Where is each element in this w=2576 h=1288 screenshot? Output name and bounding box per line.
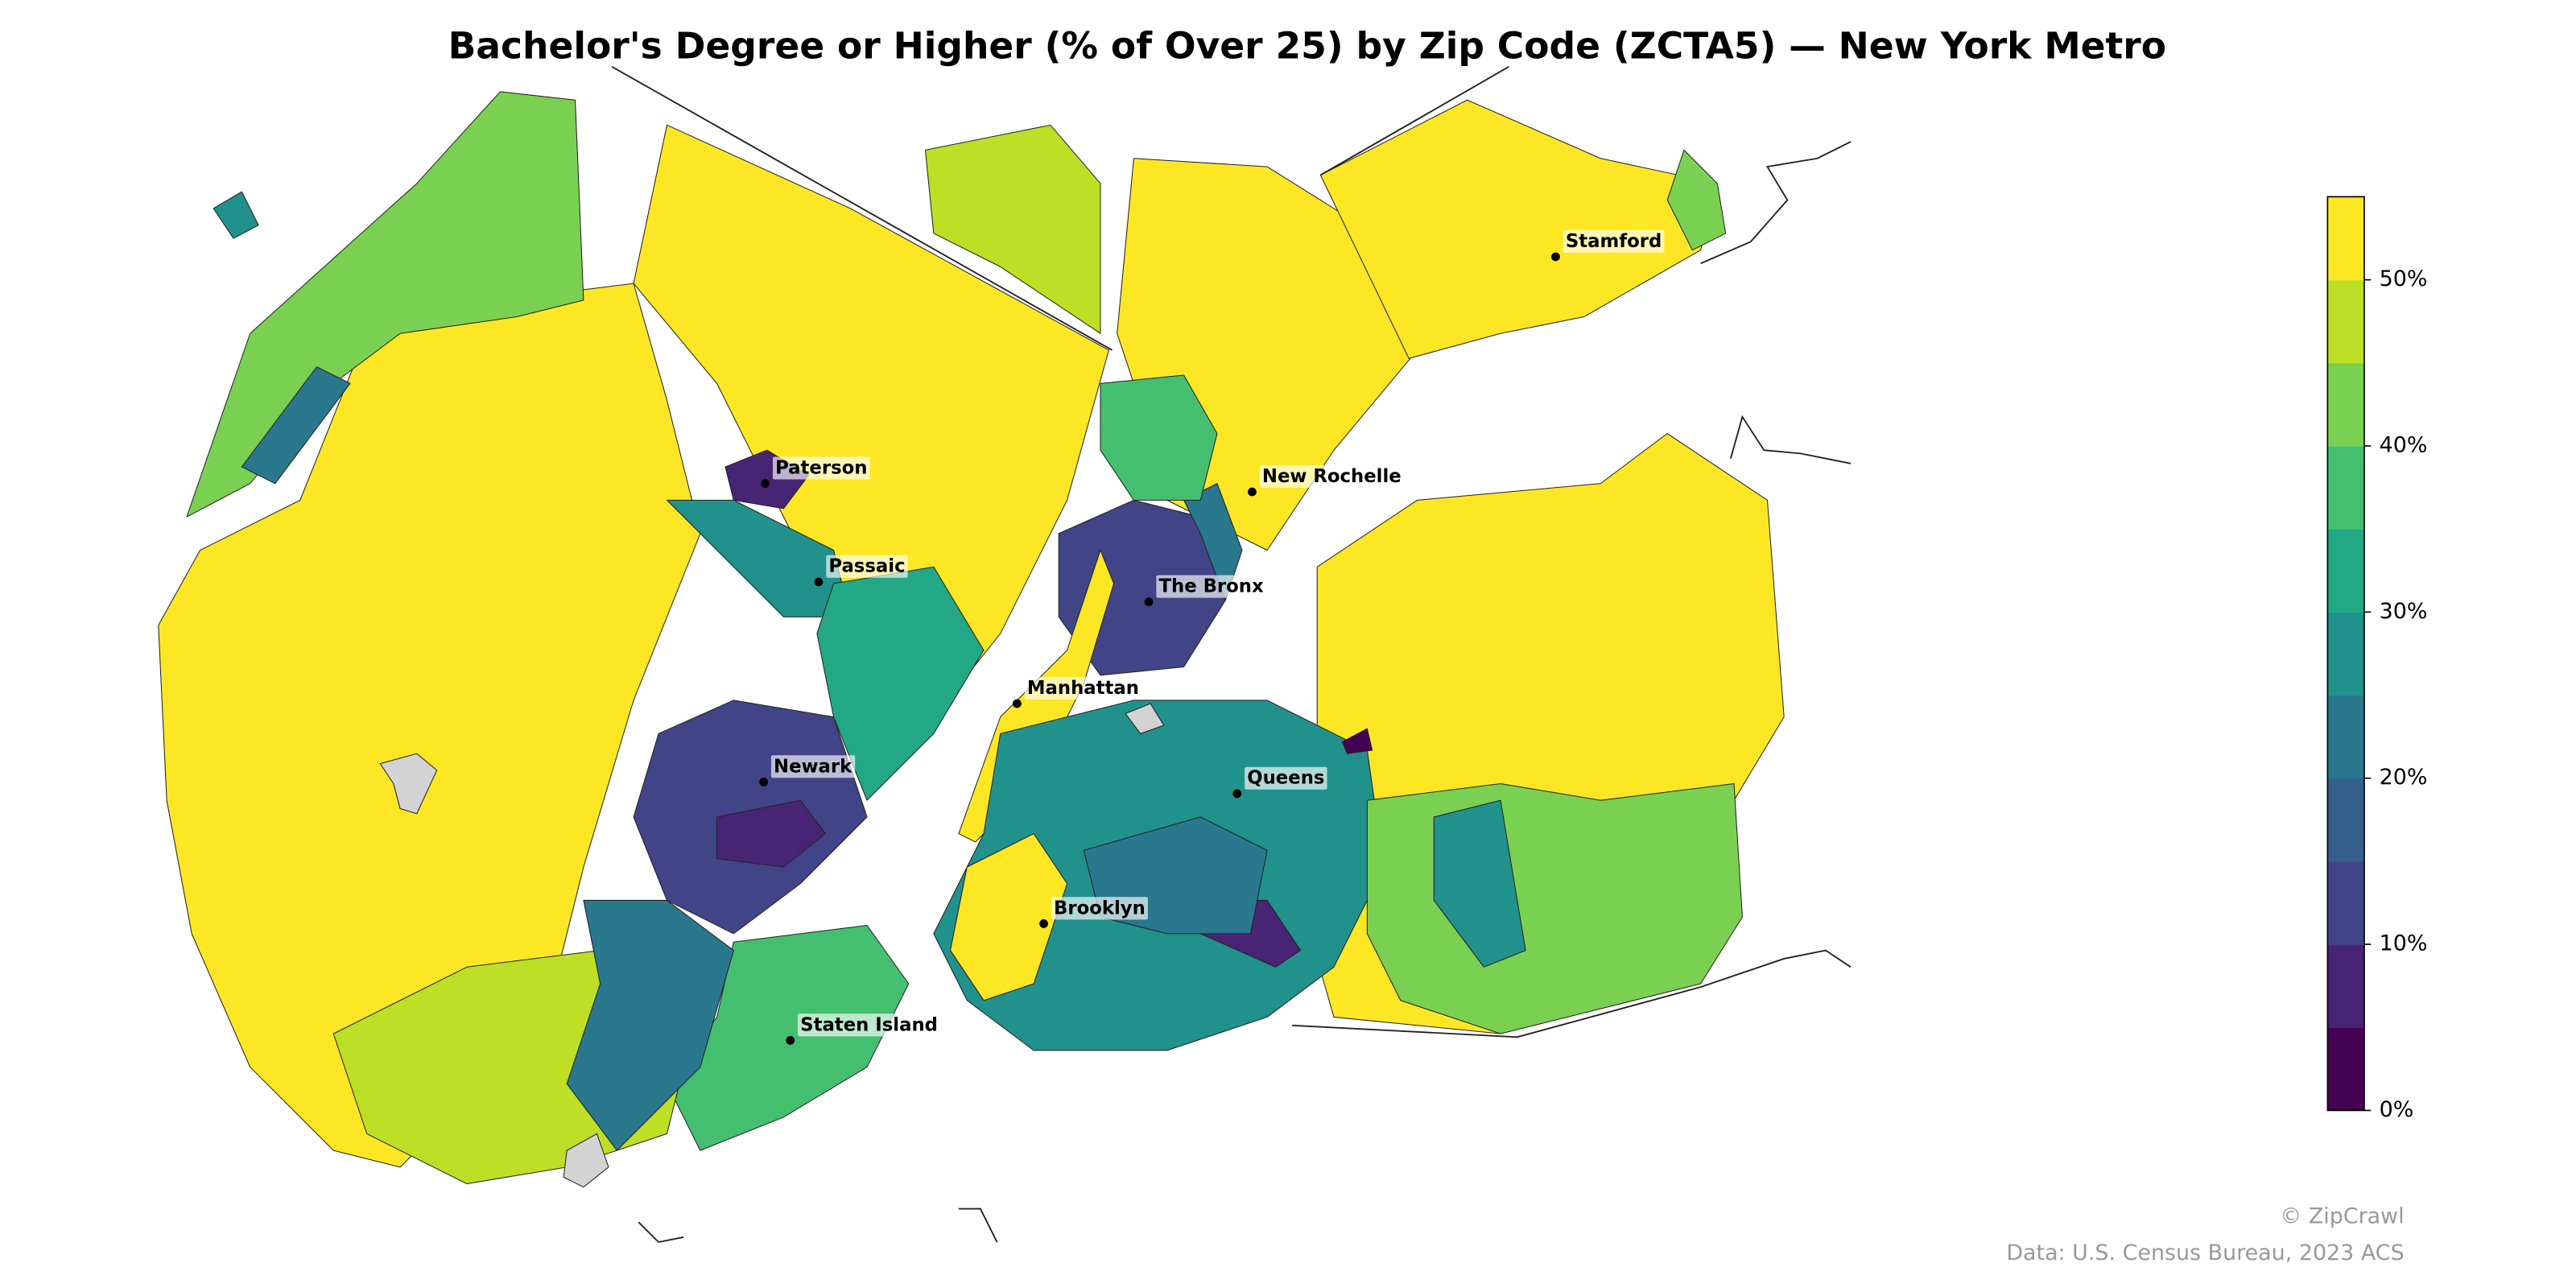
colorbar-bin (2327, 1027, 2364, 1112)
label-background (1024, 676, 1142, 700)
label-background (1245, 766, 1327, 790)
zip-region (924, 124, 1101, 334)
place-label: Stamford (1551, 229, 1665, 262)
colorbar-bin (2327, 362, 2364, 447)
colorbar-bin (2327, 778, 2364, 862)
colorbar-tick-label: 40% (2380, 432, 2428, 457)
zip-region (950, 833, 1068, 1001)
zip-region (241, 366, 351, 485)
coastline (638, 1221, 684, 1244)
zip-region (1100, 374, 1218, 501)
colorbar-tick-label: 20% (2380, 765, 2428, 790)
place-label: Manhattan (1013, 676, 1142, 708)
zip-region (1366, 782, 1743, 1034)
place-dot (759, 778, 768, 786)
state-border (1319, 66, 1509, 176)
colorbar-bin (2327, 612, 2364, 696)
place-dot (1232, 789, 1242, 799)
place-dot (1013, 699, 1022, 708)
colorbar-tick-label: 30% (2380, 599, 2428, 624)
colorbar-bin (2327, 695, 2364, 779)
place-dot (786, 1036, 795, 1045)
state-border (611, 66, 1113, 351)
source-note: Data: U.S. Census Bureau, 2023 ACS (2006, 1241, 2404, 1265)
no-data-area (1125, 703, 1165, 734)
place-label: The Bronx (1144, 575, 1267, 607)
place-name: Passaic (828, 556, 905, 577)
place-name: Staten Island (800, 1014, 938, 1035)
colorbar: 0% 10% 20% 30% 40% 50% (2326, 196, 2428, 1122)
place-label: Queens (1232, 766, 1327, 799)
place-label: New Rochelle (1248, 464, 1404, 497)
label-background (826, 555, 908, 578)
zip-region (716, 799, 826, 868)
place-name: Newark (774, 756, 852, 777)
place-name: The Bronx (1158, 576, 1264, 597)
coastline (958, 1208, 998, 1243)
colorbar-tick-label: 0% (2380, 1097, 2414, 1122)
no-data-area (563, 1133, 609, 1188)
colorbar-tick-label: 50% (2380, 266, 2428, 291)
place-label: Staten Island (786, 1013, 941, 1045)
place-labels: Stamford New Rochelle Paterson Passaic The B… (759, 229, 1665, 1045)
place-dot (1039, 919, 1048, 928)
place-name: Paterson (775, 458, 867, 479)
label-background (798, 1013, 941, 1037)
label-background (1156, 575, 1267, 598)
colorbar-tick-label: 10% (2380, 931, 2428, 956)
zip-region (1341, 728, 1373, 754)
borders (611, 66, 1852, 1244)
label-background (1051, 897, 1148, 920)
zip-region (213, 191, 259, 239)
place-dot (761, 479, 770, 489)
place-dot (814, 577, 824, 587)
place-name: New Rochelle (1262, 466, 1402, 487)
place-label: Newark (759, 755, 856, 786)
map-regions (158, 91, 1785, 1185)
colorbar-bin (2327, 279, 2364, 364)
coastline (1292, 949, 1852, 1038)
zip-region (1666, 149, 1727, 251)
coastline (1700, 141, 1852, 265)
credit: © ZipCrawl (2280, 1203, 2404, 1228)
label-background (1259, 464, 1404, 488)
colorbar-frame (2326, 196, 2365, 1112)
label-background (1563, 229, 1665, 253)
colorbar-bin (2327, 445, 2364, 530)
no-data-areas (379, 703, 1165, 1188)
place-dot (1144, 597, 1154, 607)
coastline (1730, 415, 1852, 464)
zip-region (1433, 799, 1526, 968)
place-name: Manhattan (1027, 678, 1139, 699)
colorbar-bin (2327, 861, 2364, 945)
place-label: Brooklyn (1039, 897, 1148, 928)
place-dot (1551, 252, 1560, 262)
label-background (772, 456, 870, 480)
place-dot (1248, 487, 1257, 497)
place-name: Queens (1247, 768, 1324, 789)
colorbar-bin (2327, 944, 2364, 1028)
place-name: Brooklyn (1054, 898, 1146, 919)
zip-region (1319, 99, 1718, 359)
chart-title: Bachelor's Degree or Higher (% of Over 2… (448, 25, 2166, 68)
colorbar-bin (2327, 196, 2364, 281)
place-name: Stamford (1566, 231, 1662, 252)
zip-region (566, 899, 734, 1151)
colorbar-bin (2327, 529, 2364, 613)
place-label: Passaic (814, 555, 908, 587)
label-background (770, 755, 856, 778)
zip-region (1058, 499, 1226, 676)
zip-region (816, 566, 985, 801)
place-label: Paterson (761, 456, 870, 489)
no-data-area (379, 753, 438, 815)
